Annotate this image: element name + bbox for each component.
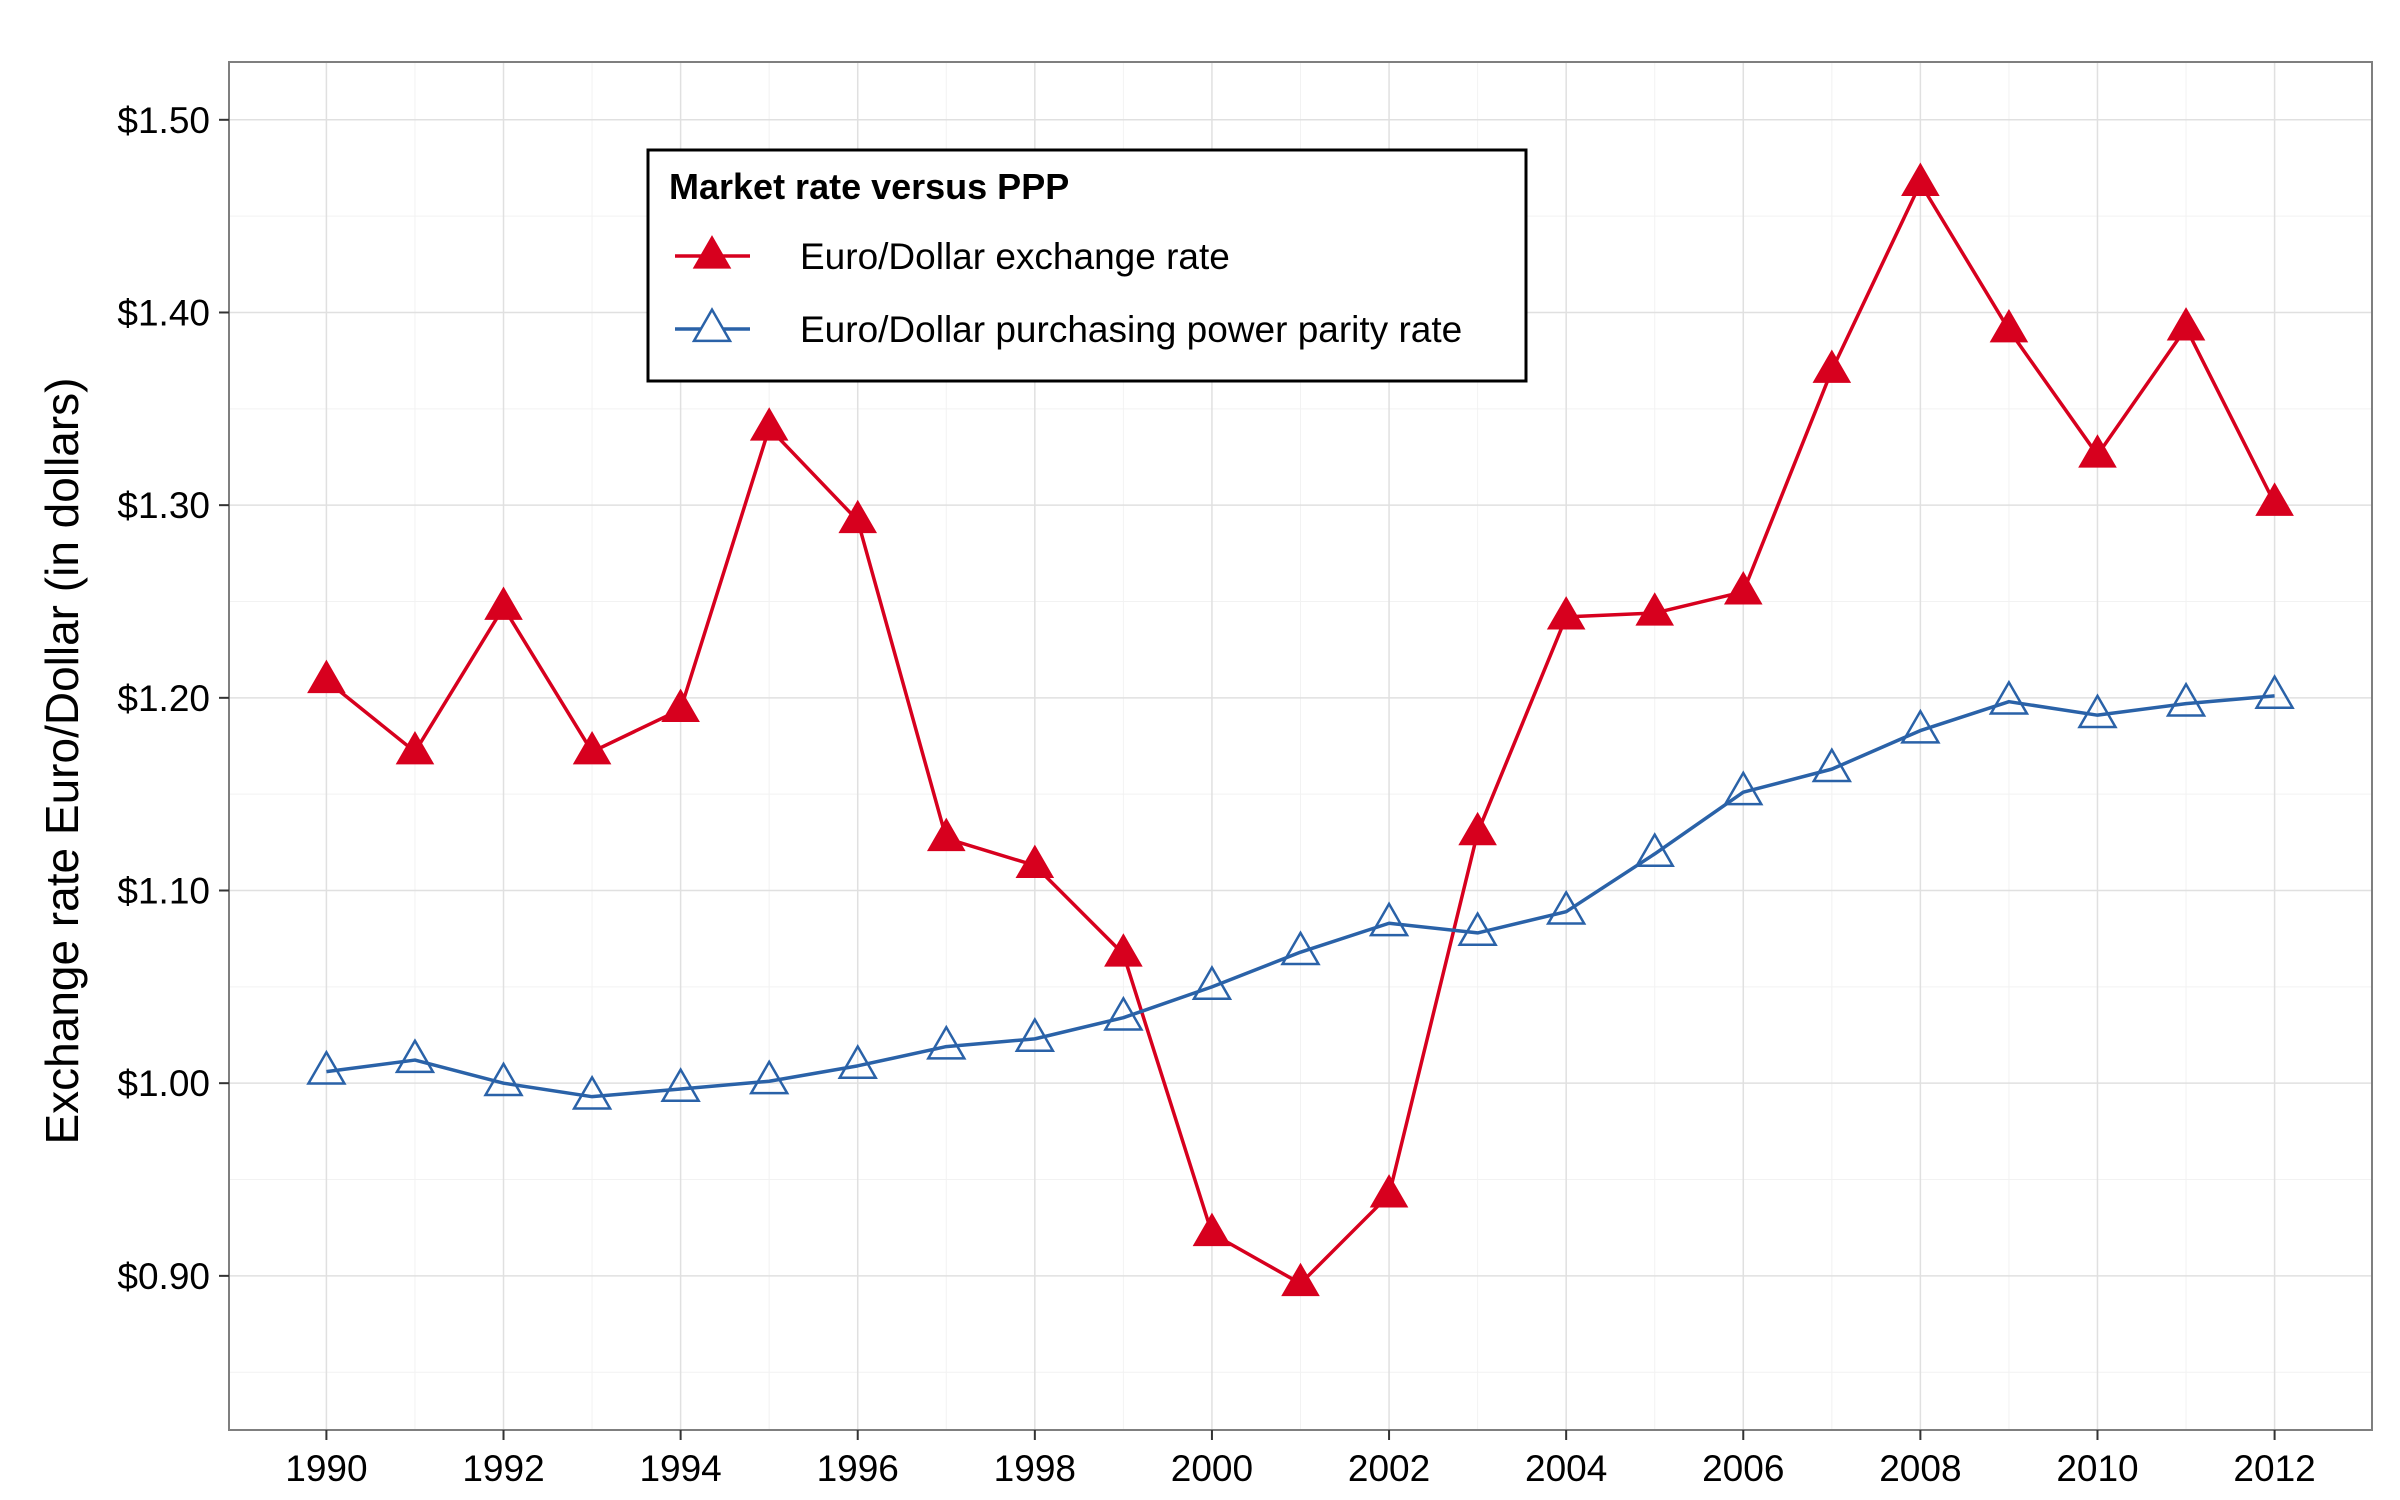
legend-items: Euro/Dollar exchange rate Euro/Dollar pur… [675, 235, 1462, 350]
series-layer [306, 162, 2295, 1297]
data-point [571, 1074, 613, 1110]
x-tick-label: 2008 [1879, 1448, 1961, 1489]
data-point [1191, 965, 1233, 1000]
series-2 [306, 674, 2295, 1110]
data-point [2254, 674, 2295, 710]
data-point [1014, 1017, 1056, 1052]
data-point [2165, 681, 2207, 717]
data-point [1546, 596, 1586, 630]
series-line [326, 694, 2275, 1099]
x-axis: 1990 1992 1994 1996 1998 2000 2002 2004 2006 2008… [285, 1430, 2316, 1489]
data-point [1104, 933, 1143, 967]
legend: Market rate versus PPP Euro/Dollar excha… [646, 148, 1528, 383]
y-tick-label: $1.50 [117, 100, 210, 141]
data-point [660, 1067, 701, 1103]
data-point [926, 817, 966, 852]
x-tick-label: 2002 [1348, 1448, 1430, 1489]
data-point [661, 688, 700, 722]
data-point [1635, 592, 1675, 626]
data-point [2166, 307, 2206, 341]
x-tick-label: 2010 [2056, 1448, 2138, 1489]
data-point [2077, 693, 2118, 729]
data-point [1634, 832, 1675, 867]
data-point [1281, 1262, 1320, 1297]
data-point [1545, 889, 1587, 925]
legend-marker [692, 235, 732, 269]
x-tick-label: 1994 [639, 1448, 721, 1489]
data-point [837, 1044, 878, 1079]
data-point [1280, 930, 1321, 966]
y-tick-label: $1.30 [117, 485, 210, 526]
x-tick-label: 2004 [1525, 1448, 1607, 1489]
legend-item-2: Euro/Dollar purchasing power parity rate [675, 307, 1462, 350]
plot-border [228, 61, 2373, 1431]
data-point [1812, 349, 1852, 383]
data-point [307, 659, 346, 694]
data-point [1900, 708, 1941, 744]
x-tick-label: 1998 [994, 1448, 1076, 1489]
x-tick-label: 2012 [2233, 1448, 2315, 1489]
data-point [1368, 901, 1410, 937]
data-point [1369, 1174, 1409, 1208]
data-point [838, 499, 878, 534]
y-tick-label: $1.20 [117, 678, 210, 719]
y-tick-label: $1.00 [117, 1063, 210, 1104]
legend-box [646, 148, 1528, 383]
data-point [1103, 995, 1144, 1031]
data-point [1457, 911, 1498, 946]
data-point [306, 1049, 347, 1085]
data-point [395, 730, 435, 765]
data-point [1989, 308, 2029, 343]
x-tick-label: 1992 [462, 1448, 544, 1489]
y-tick-label: $1.10 [117, 871, 210, 912]
y-tick-label: $0.90 [117, 1256, 210, 1297]
legend-label: Euro/Dollar purchasing power parity rate [800, 309, 1462, 350]
data-point [483, 1061, 524, 1097]
data-point [1015, 844, 1055, 879]
x-tick-label: 1990 [285, 1448, 367, 1489]
data-point [484, 586, 523, 620]
data-point [1988, 679, 2030, 715]
x-tick-label: 1996 [817, 1448, 899, 1489]
data-point [749, 407, 789, 441]
legend-marker [691, 307, 733, 343]
legend-item-1: Euro/Dollar exchange rate [675, 235, 1230, 277]
data-point [394, 1038, 436, 1074]
data-point [1723, 571, 1763, 605]
x-tick-label: 2006 [1702, 1448, 1784, 1489]
data-point [1723, 770, 1764, 806]
data-point [2078, 434, 2117, 468]
data-point [926, 1024, 967, 1060]
data-point [1192, 1212, 1232, 1247]
x-tick-label: 2000 [1171, 1448, 1253, 1489]
y-axis: $0.90 $1.00 $1.10 $1.20 $1.30 $1.40 $1.50 [117, 100, 229, 1297]
data-point [1458, 811, 1497, 846]
data-point [1811, 747, 1852, 783]
data-point [572, 730, 612, 765]
y-axis-title: Exchange rate Euro/Dollar (in dollars) [36, 377, 88, 1144]
series-1 [307, 162, 2294, 1297]
legend-label: Euro/Dollar exchange rate [800, 236, 1230, 277]
data-point [2255, 482, 2294, 516]
data-point [1901, 162, 1940, 196]
legend-title: Market rate versus PPP [669, 166, 1069, 207]
y-tick-label: $1.40 [117, 292, 210, 333]
data-point [749, 1059, 790, 1095]
